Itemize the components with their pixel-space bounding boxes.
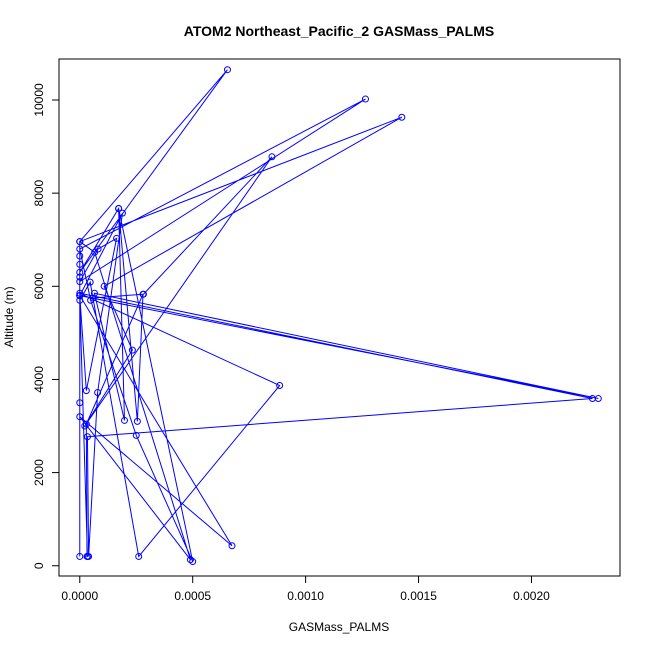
data-point bbox=[76, 413, 84, 421]
series-line bbox=[78, 69, 599, 562]
data-point bbox=[76, 278, 84, 286]
data-point bbox=[228, 542, 236, 550]
data-point bbox=[139, 290, 147, 298]
data-point bbox=[186, 556, 194, 564]
data-point bbox=[76, 260, 84, 268]
data-point bbox=[76, 273, 84, 281]
data-point bbox=[398, 113, 406, 121]
data-point bbox=[120, 416, 128, 424]
y-axis: 0 2000 4000 6000 8000 10000 bbox=[32, 83, 60, 569]
data-point bbox=[76, 552, 84, 560]
data-point bbox=[83, 433, 91, 441]
data-point bbox=[76, 292, 84, 300]
x-tick-label: 0.0020 bbox=[513, 589, 550, 603]
data-point bbox=[223, 66, 231, 74]
x-axis-label: GASMass_PALMS bbox=[289, 620, 389, 634]
data-point bbox=[76, 238, 84, 246]
x-axis: 0.0000 0.0005 0.0010 0.0015 0.0020 bbox=[61, 575, 550, 603]
data-point bbox=[268, 153, 276, 161]
data-point bbox=[76, 252, 84, 260]
y-tick-label: 2000 bbox=[32, 459, 46, 486]
data-point bbox=[76, 296, 84, 304]
y-tick-label: 8000 bbox=[32, 179, 46, 206]
x-tick-label: 0.0000 bbox=[61, 589, 98, 603]
data-point bbox=[76, 268, 84, 276]
y-tick-label: 4000 bbox=[32, 366, 46, 393]
data-point bbox=[90, 289, 98, 297]
data-point bbox=[133, 417, 141, 425]
data-point bbox=[113, 234, 121, 242]
data-point bbox=[94, 245, 102, 253]
data-point bbox=[118, 209, 126, 217]
data-point bbox=[76, 289, 84, 297]
data-point bbox=[132, 431, 140, 439]
data-point bbox=[128, 346, 136, 354]
data-point bbox=[94, 388, 102, 396]
y-axis-label: Altitude (m) bbox=[2, 286, 16, 347]
x-tick-label: 0.0015 bbox=[400, 589, 437, 603]
y-tick-label: 10000 bbox=[32, 83, 46, 117]
x-tick-label: 0.0005 bbox=[174, 589, 211, 603]
data-point bbox=[76, 245, 84, 253]
data-point bbox=[81, 422, 89, 430]
y-tick-label: 0 bbox=[32, 562, 46, 569]
y-tick-label: 6000 bbox=[32, 273, 46, 300]
data-point bbox=[588, 395, 596, 403]
data-point bbox=[361, 95, 369, 103]
data-point bbox=[86, 278, 94, 286]
x-tick-label: 0.0010 bbox=[287, 589, 324, 603]
data-point bbox=[135, 552, 143, 560]
data-point bbox=[189, 558, 197, 566]
data-point bbox=[82, 420, 90, 428]
data-point bbox=[115, 205, 123, 213]
series-layer bbox=[76, 66, 602, 566]
data-point bbox=[85, 552, 93, 560]
data-point bbox=[76, 399, 84, 407]
data-point bbox=[82, 387, 90, 395]
chart-title: ATOM2 Northeast_Pacific_2 GASMass_PALMS bbox=[184, 23, 494, 39]
data-point bbox=[100, 282, 108, 290]
data-point bbox=[87, 296, 95, 304]
data-point bbox=[276, 382, 284, 390]
